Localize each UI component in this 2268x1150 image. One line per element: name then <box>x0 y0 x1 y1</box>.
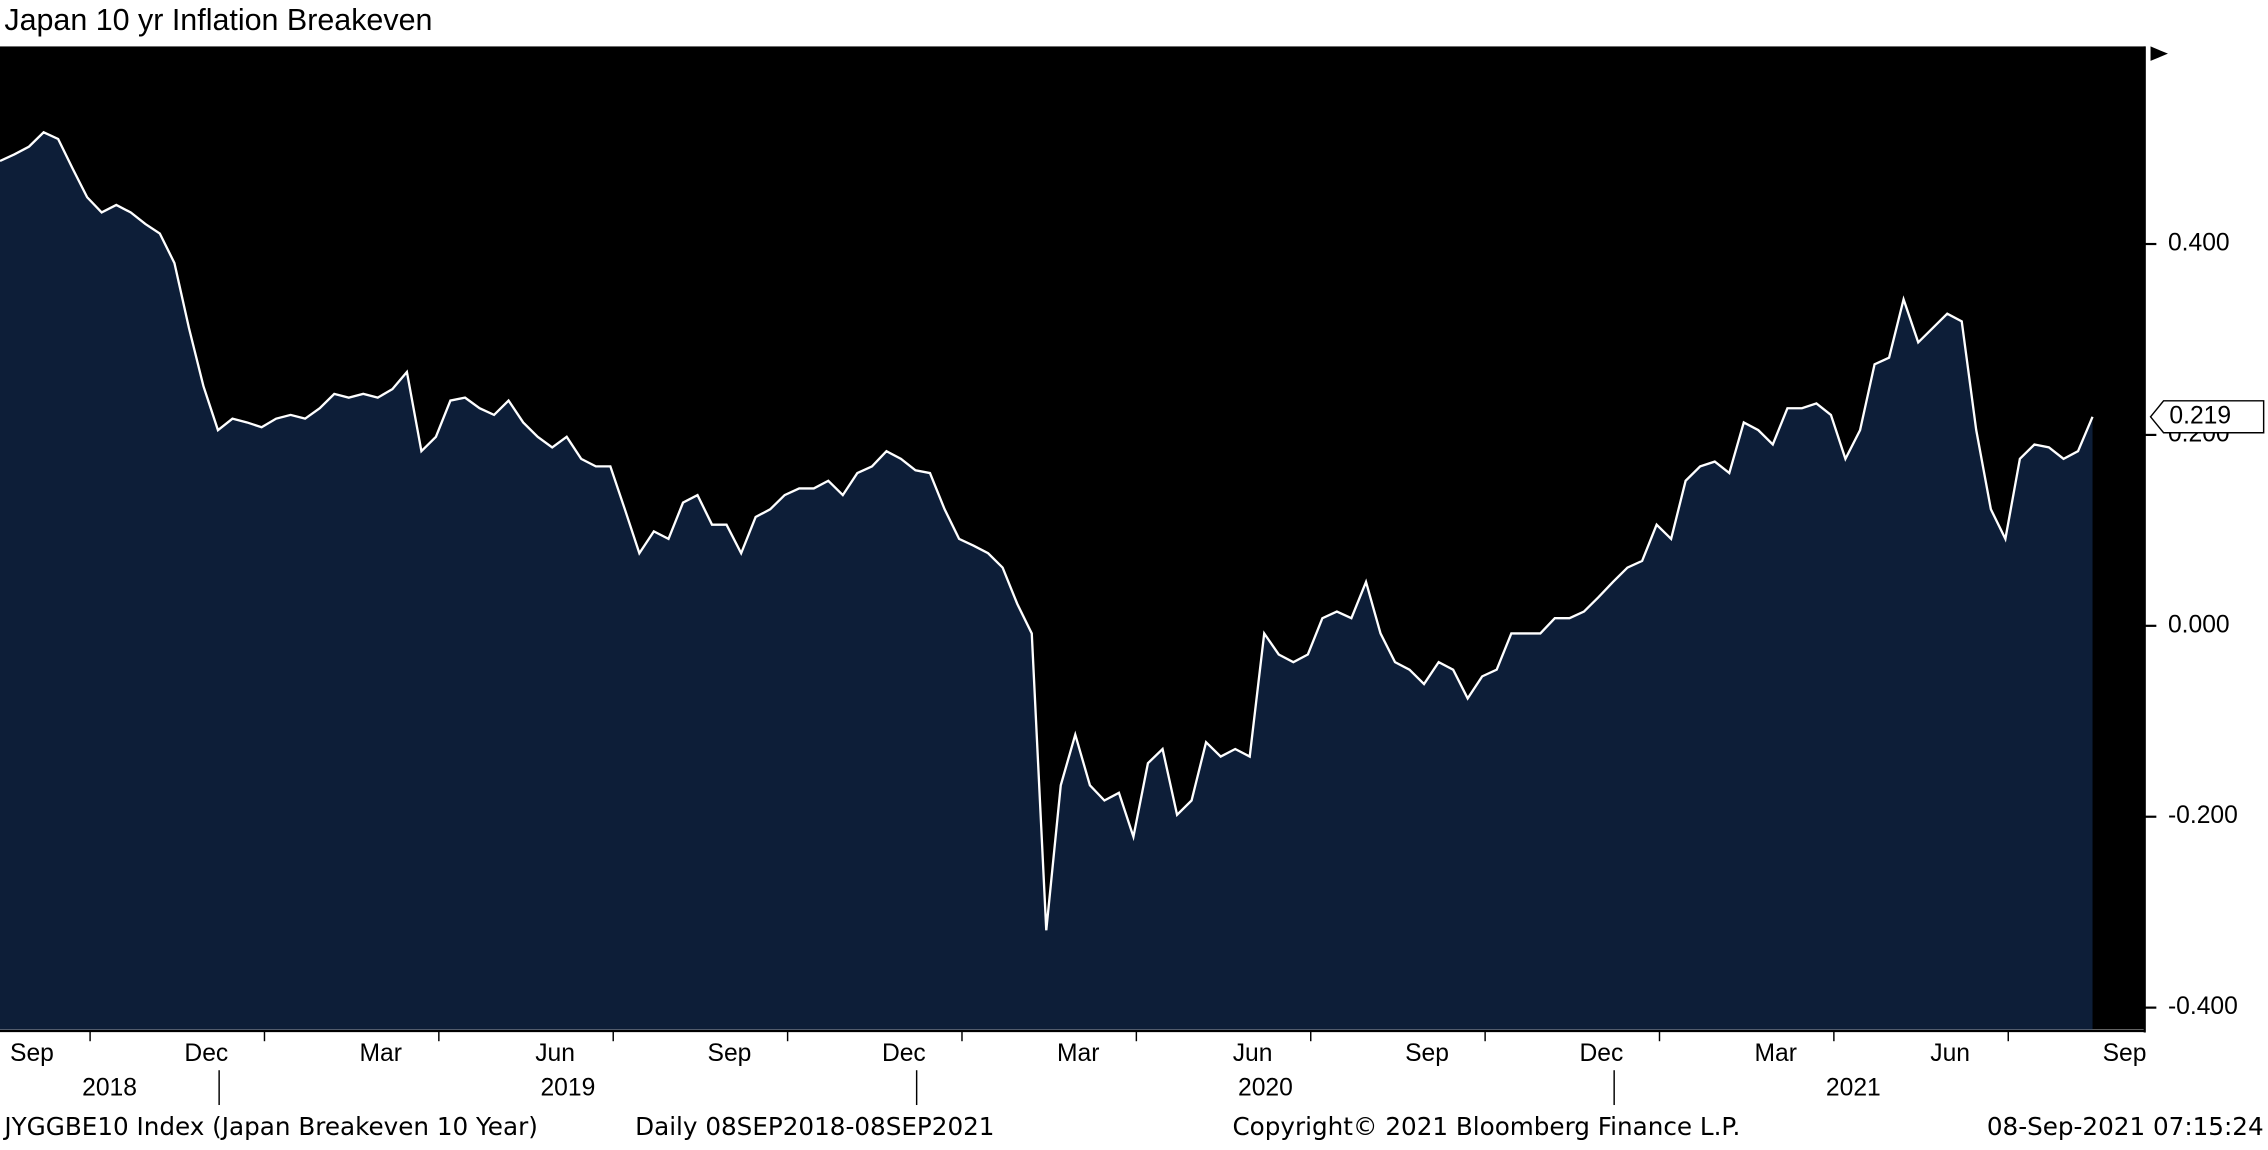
x-tick-label: Sep <box>10 1040 54 1067</box>
y-tick-label: -0.200 <box>2168 802 2238 829</box>
x-tick-label: Jun <box>1930 1040 1970 1067</box>
x-tick-label: Mar <box>1057 1040 1099 1067</box>
timestamp: 08-Sep-2021 07:15:24 <box>1987 1112 2264 1141</box>
x-tick-label: Jun <box>1233 1040 1273 1067</box>
x-year-label: 2019 <box>540 1075 595 1102</box>
x-tick-label: Dec <box>1579 1040 1623 1067</box>
x-tick-label: Mar <box>360 1040 402 1067</box>
x-tick-label: Dec <box>184 1040 228 1067</box>
x-tick-label: Sep <box>2103 1040 2147 1067</box>
x-year-label: 2020 <box>1238 1075 1293 1102</box>
x-year-label: 2021 <box>1826 1075 1881 1102</box>
copyright: Copyright© 2021 Bloomberg Finance L.P. <box>1232 1112 1740 1141</box>
period: Daily 08SEP2018-08SEP2021 <box>635 1112 994 1141</box>
x-year-label: 2018 <box>82 1075 137 1102</box>
y-tick-label: -0.400 <box>2168 993 2238 1020</box>
x-tick-label: Sep <box>1405 1040 1449 1067</box>
x-tick-label: Dec <box>882 1040 926 1067</box>
last-value-box <box>2149 400 2265 434</box>
last-value-label: 0.219 <box>2169 402 2231 429</box>
series-name: JYGGBE10 Index (Japan Breakeven 10 Year) <box>2 1112 537 1141</box>
x-tick-label: Sep <box>708 1040 752 1067</box>
x-tick-label: Mar <box>1755 1040 1797 1067</box>
x-tick-label: Jun <box>535 1040 575 1067</box>
area <box>0 132 2093 1030</box>
chart-title: Japan 10 yr Inflation Breakeven <box>4 3 432 37</box>
y-tick-label: 0.400 <box>2168 230 2230 257</box>
y-tick-label: 0.000 <box>2168 611 2230 638</box>
axis-arrow <box>2150 46 2168 61</box>
line <box>0 130 2094 931</box>
